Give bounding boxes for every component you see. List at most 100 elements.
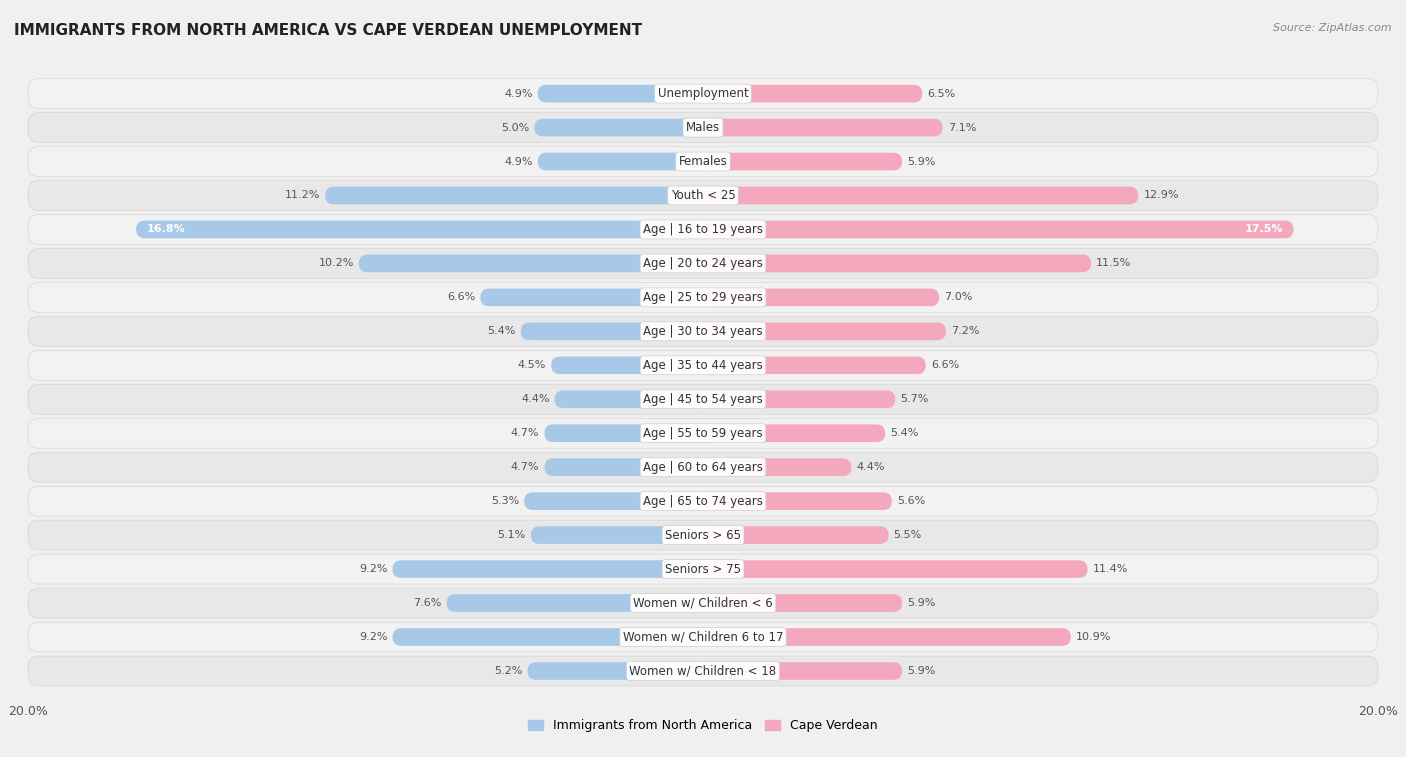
Text: Age | 35 to 44 years: Age | 35 to 44 years <box>643 359 763 372</box>
FancyBboxPatch shape <box>136 220 703 238</box>
FancyBboxPatch shape <box>28 316 1378 346</box>
FancyBboxPatch shape <box>703 322 946 340</box>
Text: Age | 45 to 54 years: Age | 45 to 54 years <box>643 393 763 406</box>
Text: Women w/ Children < 18: Women w/ Children < 18 <box>630 665 776 678</box>
FancyBboxPatch shape <box>531 526 703 544</box>
Text: 5.0%: 5.0% <box>501 123 529 132</box>
Text: 6.6%: 6.6% <box>447 292 475 302</box>
FancyBboxPatch shape <box>28 214 1378 245</box>
FancyBboxPatch shape <box>703 153 903 170</box>
FancyBboxPatch shape <box>28 486 1378 516</box>
Text: 11.4%: 11.4% <box>1092 564 1128 574</box>
Text: 7.1%: 7.1% <box>948 123 976 132</box>
Text: Source: ZipAtlas.com: Source: ZipAtlas.com <box>1274 23 1392 33</box>
FancyBboxPatch shape <box>28 147 1378 176</box>
FancyBboxPatch shape <box>28 452 1378 482</box>
Text: 11.2%: 11.2% <box>284 191 321 201</box>
Text: 7.6%: 7.6% <box>413 598 441 608</box>
FancyBboxPatch shape <box>520 322 703 340</box>
Text: 10.9%: 10.9% <box>1076 632 1111 642</box>
Legend: Immigrants from North America, Cape Verdean: Immigrants from North America, Cape Verd… <box>523 715 883 737</box>
FancyBboxPatch shape <box>325 187 703 204</box>
Text: 4.5%: 4.5% <box>517 360 546 370</box>
Text: 4.9%: 4.9% <box>505 89 533 98</box>
FancyBboxPatch shape <box>537 153 703 170</box>
FancyBboxPatch shape <box>28 588 1378 618</box>
Text: Females: Females <box>679 155 727 168</box>
FancyBboxPatch shape <box>28 282 1378 313</box>
FancyBboxPatch shape <box>28 79 1378 108</box>
FancyBboxPatch shape <box>703 662 903 680</box>
Text: 16.8%: 16.8% <box>146 225 186 235</box>
FancyBboxPatch shape <box>527 662 703 680</box>
Text: 4.4%: 4.4% <box>522 394 550 404</box>
FancyBboxPatch shape <box>703 288 939 307</box>
Text: 5.6%: 5.6% <box>897 496 925 506</box>
FancyBboxPatch shape <box>524 492 703 510</box>
FancyBboxPatch shape <box>703 628 1071 646</box>
FancyBboxPatch shape <box>703 187 1139 204</box>
FancyBboxPatch shape <box>703 254 1091 273</box>
Text: 9.2%: 9.2% <box>359 632 388 642</box>
FancyBboxPatch shape <box>554 391 703 408</box>
FancyBboxPatch shape <box>28 181 1378 210</box>
Text: 5.3%: 5.3% <box>491 496 519 506</box>
FancyBboxPatch shape <box>703 119 942 136</box>
Text: Age | 16 to 19 years: Age | 16 to 19 years <box>643 223 763 236</box>
FancyBboxPatch shape <box>481 288 703 307</box>
Text: 11.5%: 11.5% <box>1097 258 1132 269</box>
FancyBboxPatch shape <box>703 458 852 476</box>
FancyBboxPatch shape <box>28 656 1378 686</box>
FancyBboxPatch shape <box>28 350 1378 380</box>
Text: 4.7%: 4.7% <box>510 463 540 472</box>
Text: Women w/ Children < 6: Women w/ Children < 6 <box>633 597 773 609</box>
Text: 4.4%: 4.4% <box>856 463 884 472</box>
FancyBboxPatch shape <box>703 220 1294 238</box>
FancyBboxPatch shape <box>28 419 1378 448</box>
FancyBboxPatch shape <box>703 594 903 612</box>
FancyBboxPatch shape <box>703 391 896 408</box>
FancyBboxPatch shape <box>28 385 1378 414</box>
FancyBboxPatch shape <box>703 425 886 442</box>
Text: 5.2%: 5.2% <box>494 666 523 676</box>
FancyBboxPatch shape <box>28 520 1378 550</box>
FancyBboxPatch shape <box>703 526 889 544</box>
FancyBboxPatch shape <box>359 254 703 273</box>
Text: 4.7%: 4.7% <box>510 428 540 438</box>
Text: 7.2%: 7.2% <box>950 326 980 336</box>
Text: 5.5%: 5.5% <box>894 530 922 540</box>
Text: 4.9%: 4.9% <box>505 157 533 167</box>
Text: Seniors > 65: Seniors > 65 <box>665 528 741 541</box>
Text: Women w/ Children 6 to 17: Women w/ Children 6 to 17 <box>623 631 783 643</box>
FancyBboxPatch shape <box>28 554 1378 584</box>
Text: Age | 20 to 24 years: Age | 20 to 24 years <box>643 257 763 270</box>
Text: Age | 65 to 74 years: Age | 65 to 74 years <box>643 494 763 508</box>
Text: 12.9%: 12.9% <box>1143 191 1178 201</box>
Text: 5.4%: 5.4% <box>890 428 918 438</box>
Text: Unemployment: Unemployment <box>658 87 748 100</box>
Text: Age | 25 to 29 years: Age | 25 to 29 years <box>643 291 763 304</box>
FancyBboxPatch shape <box>392 628 703 646</box>
Text: Seniors > 75: Seniors > 75 <box>665 562 741 575</box>
Text: 9.2%: 9.2% <box>359 564 388 574</box>
Text: IMMIGRANTS FROM NORTH AMERICA VS CAPE VERDEAN UNEMPLOYMENT: IMMIGRANTS FROM NORTH AMERICA VS CAPE VE… <box>14 23 643 38</box>
FancyBboxPatch shape <box>703 560 1088 578</box>
Text: 5.9%: 5.9% <box>907 666 935 676</box>
FancyBboxPatch shape <box>544 458 703 476</box>
FancyBboxPatch shape <box>28 113 1378 142</box>
Text: Age | 60 to 64 years: Age | 60 to 64 years <box>643 461 763 474</box>
Text: 5.9%: 5.9% <box>907 598 935 608</box>
Text: 7.0%: 7.0% <box>945 292 973 302</box>
Text: Age | 55 to 59 years: Age | 55 to 59 years <box>643 427 763 440</box>
Text: 10.2%: 10.2% <box>318 258 354 269</box>
Text: 5.7%: 5.7% <box>900 394 929 404</box>
Text: Age | 30 to 34 years: Age | 30 to 34 years <box>643 325 763 338</box>
Text: 17.5%: 17.5% <box>1244 225 1284 235</box>
FancyBboxPatch shape <box>534 119 703 136</box>
Text: 6.6%: 6.6% <box>931 360 959 370</box>
Text: Youth < 25: Youth < 25 <box>671 189 735 202</box>
FancyBboxPatch shape <box>447 594 703 612</box>
FancyBboxPatch shape <box>703 85 922 102</box>
FancyBboxPatch shape <box>28 622 1378 652</box>
Text: 5.1%: 5.1% <box>498 530 526 540</box>
